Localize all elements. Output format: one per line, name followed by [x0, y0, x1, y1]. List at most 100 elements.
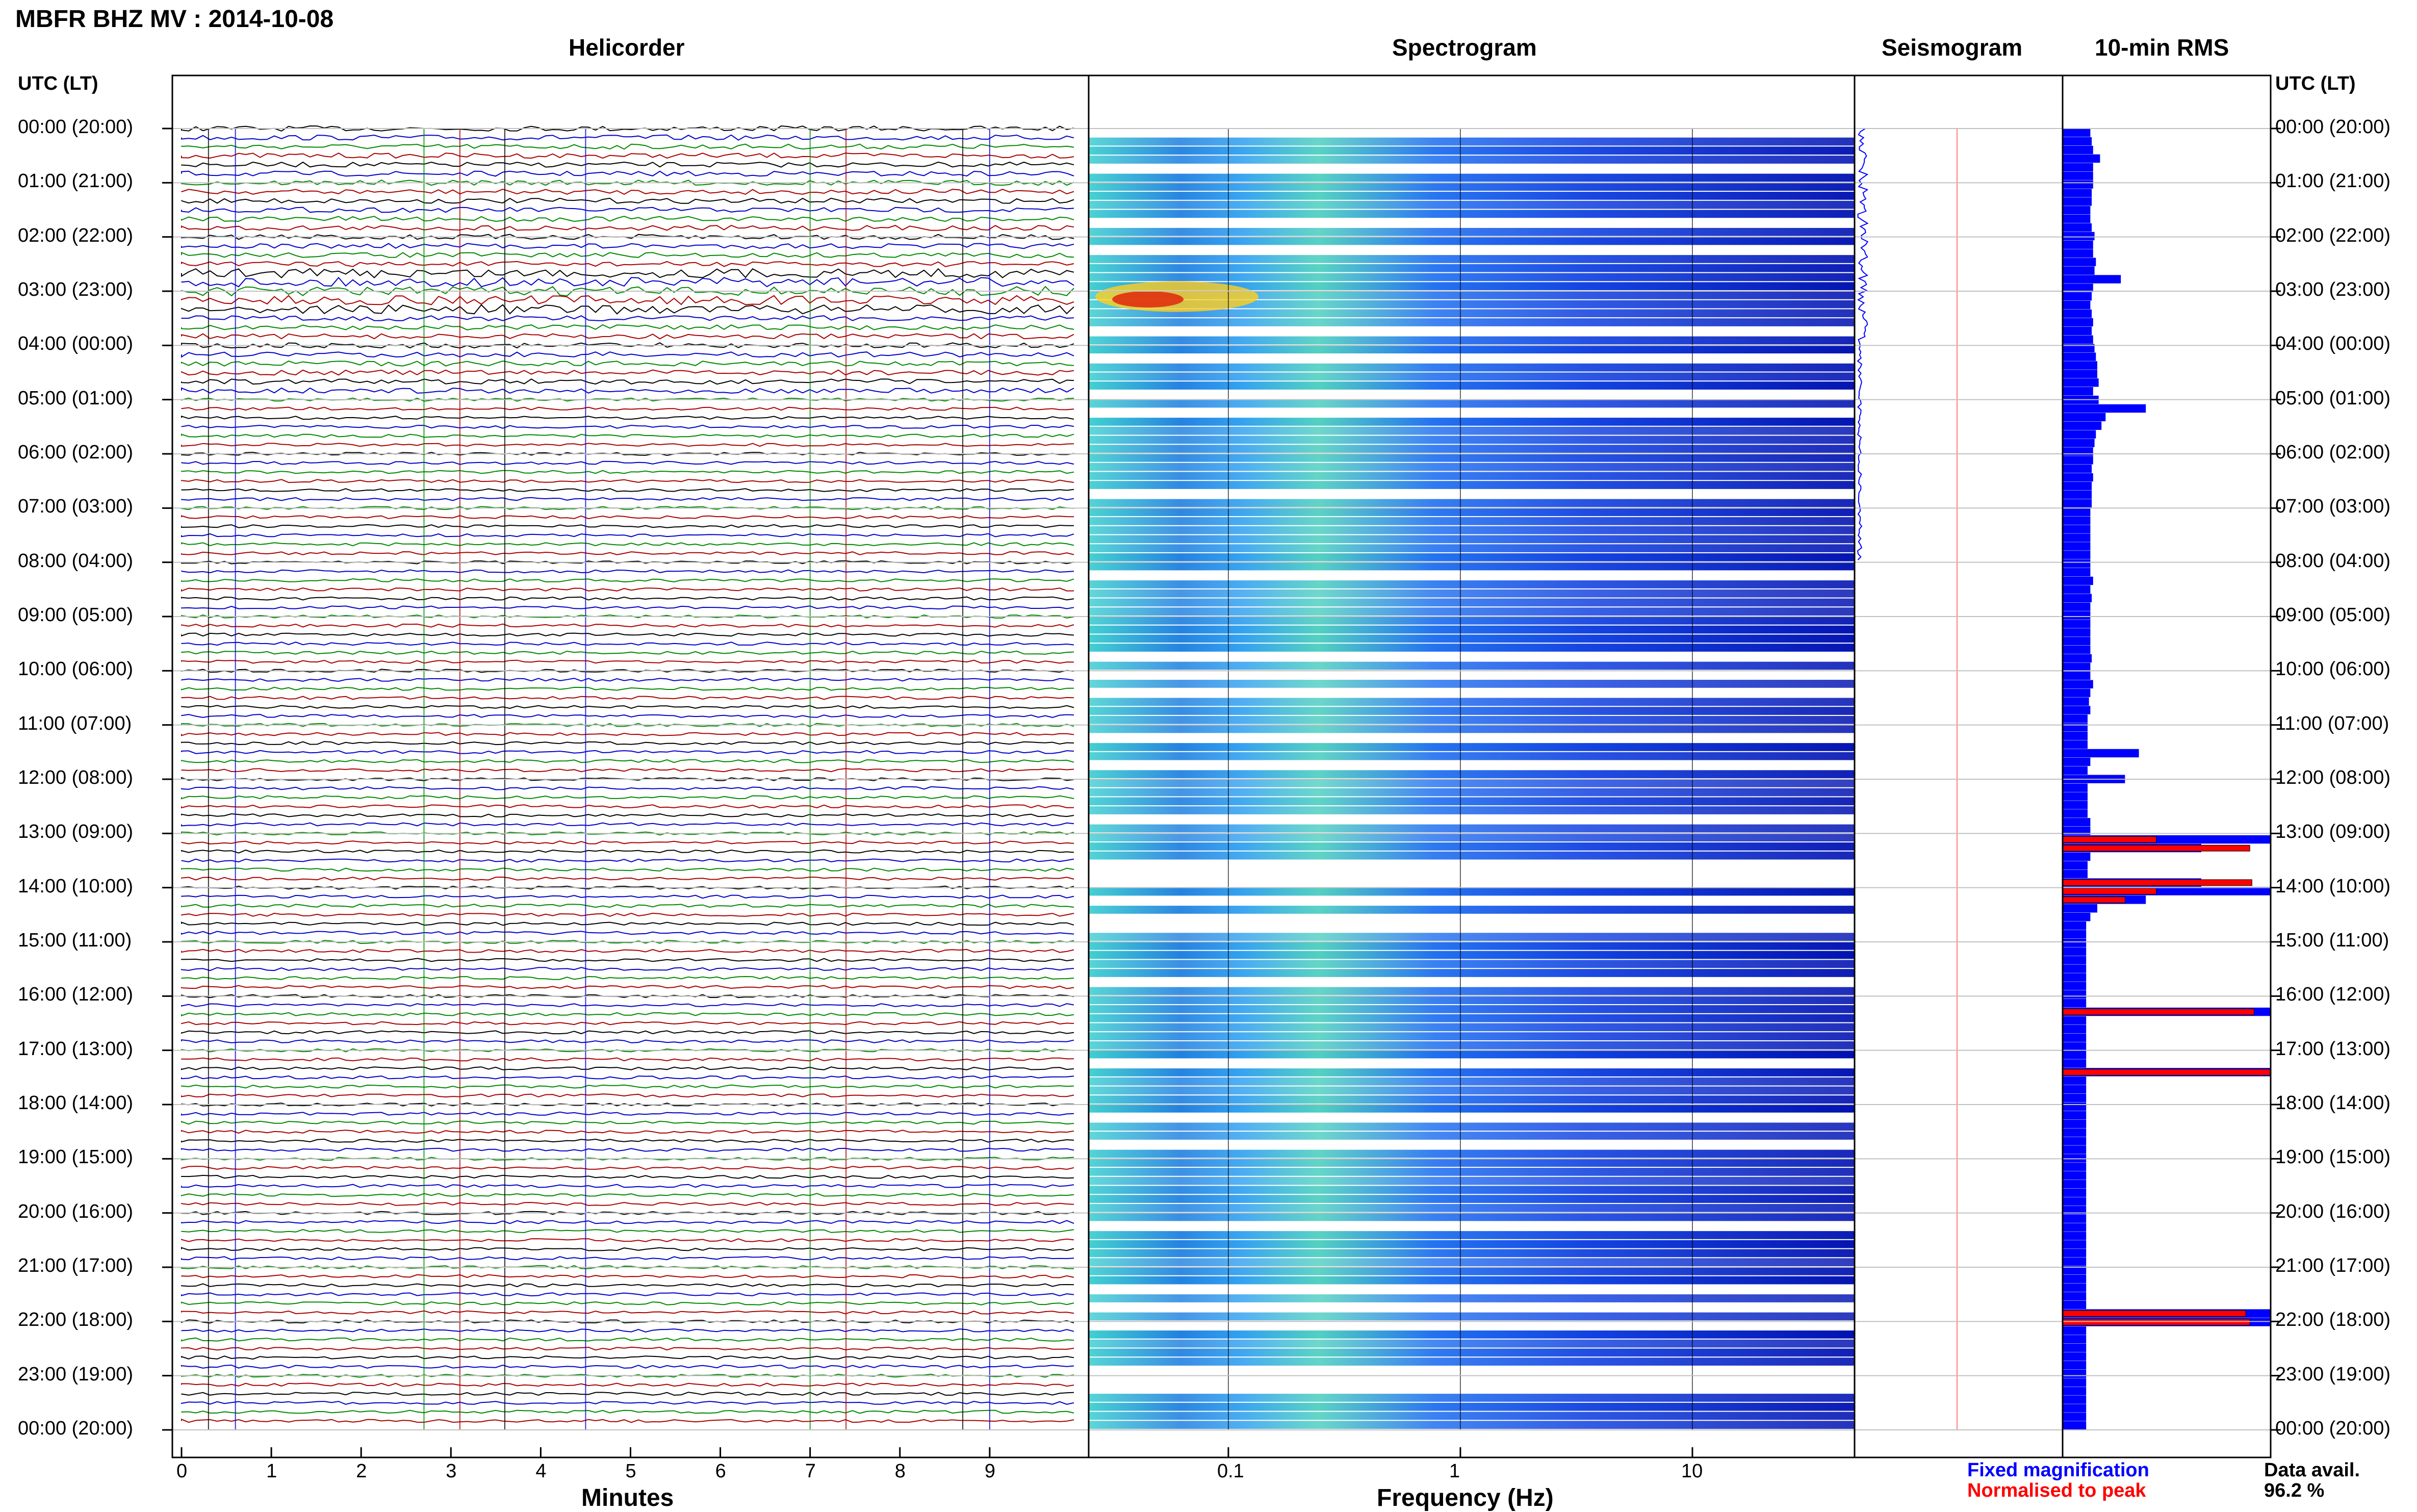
helicorder-trace: [181, 451, 1074, 456]
panel-frame: [2062, 74, 2272, 1458]
spectrogram-row: [1089, 833, 1855, 842]
helicorder-tick-label: 1: [266, 1460, 277, 1482]
helicorder-tick-label: 2: [356, 1460, 367, 1482]
time-label-right: 18:00 (14:00): [2275, 1092, 2391, 1114]
helicorder-xlabel: Minutes: [581, 1484, 674, 1511]
helicorder-trace: [181, 152, 1074, 159]
helicorder-trace: [181, 1057, 1074, 1062]
rms-bar-fixed: [2063, 1335, 2087, 1344]
helicorder-trace: [181, 804, 1074, 809]
time-label-right: 07:00 (03:00): [2275, 496, 2391, 518]
spectrogram-row: [1089, 1402, 1855, 1411]
spectrogram-row: [1089, 418, 1855, 426]
rms-bar-fixed: [2063, 818, 2091, 827]
rms-bar-fixed: [2063, 904, 2097, 913]
rms-bar-fixed: [2063, 1223, 2087, 1232]
helicorder-trace: [181, 443, 1074, 447]
spectrogram-row: [1089, 282, 1855, 290]
rms-bar-fixed: [2063, 1413, 2087, 1421]
spectrogram-row: [1089, 445, 1855, 453]
rms-bar-normalised: [2062, 1310, 2246, 1317]
spectrogram-row: [1089, 1249, 1855, 1258]
rms-bar-fixed: [2063, 137, 2092, 146]
spectrogram-row: [1089, 562, 1855, 571]
spectrogram-row: [1089, 1412, 1855, 1420]
spectrogram-row: [1089, 617, 1855, 625]
rms-bar-fixed: [2063, 189, 2092, 197]
rms-bar-fixed: [2063, 930, 2087, 939]
helicorder-trace: [181, 295, 1074, 305]
rms-bar-fixed: [2063, 447, 2093, 456]
time-label-right: 09:00 (05:00): [2275, 604, 2391, 626]
helicorder-trace: [181, 650, 1074, 655]
spectrogram-row: [1089, 1240, 1855, 1248]
rms-bar-fixed: [2063, 1326, 2087, 1335]
spectrogram-row: [1089, 1330, 1855, 1339]
time-label-left: 07:00 (03:00): [18, 496, 134, 518]
helicorder-trace: [181, 333, 1074, 340]
rms-bar-fixed: [2063, 301, 2091, 310]
helicorder-trace: [181, 669, 1074, 673]
spectrogram-row: [1089, 806, 1855, 814]
helicorder-trace: [181, 876, 1074, 881]
rms-bar-fixed: [2063, 1111, 2087, 1120]
time-label-left: 21:00 (17:00): [18, 1255, 134, 1276]
helicorder-trace: [181, 1346, 1074, 1351]
spectrogram-row: [1089, 300, 1855, 309]
panel-title-seismogram: Seismogram: [1882, 34, 2023, 61]
spectrogram-row: [1089, 1312, 1855, 1321]
helicorder-traces: [181, 125, 1074, 1430]
time-label-left: 04:00 (00:00): [18, 333, 134, 355]
time-label-left: 22:00 (18:00): [18, 1309, 134, 1331]
helicorder-trace: [181, 1283, 1074, 1288]
helicorder-trace: [181, 1229, 1074, 1234]
time-label-left: 00:00 (20:00): [18, 116, 134, 138]
spectrogram-row: [1089, 1339, 1855, 1348]
rms-bar-fixed: [2063, 688, 2091, 697]
spectrogram-row: [1089, 318, 1855, 326]
time-label-right: 01:00 (21:00): [2275, 170, 2391, 192]
axis-header-left: UTC (LT): [18, 73, 98, 94]
helicorder-trace: [181, 360, 1074, 367]
time-label-left: 10:00 (06:00): [18, 658, 134, 680]
spectrogram-row: [1089, 1132, 1855, 1140]
rms-bar-fixed: [2063, 240, 2093, 249]
helicorder-trace: [181, 1364, 1074, 1369]
spectrogram-row: [1089, 309, 1855, 318]
helicorder-trace: [181, 324, 1074, 330]
helicorder-trace: [181, 1066, 1074, 1071]
spectrogram-row: [1089, 715, 1855, 724]
rms-bar-fixed: [2063, 1249, 2087, 1258]
rms-bar-fixed: [2063, 413, 2106, 422]
rms-bar-fixed: [2063, 344, 2095, 352]
rms-bar-fixed: [2063, 1378, 2087, 1387]
rms-bar-fixed: [2063, 266, 2095, 275]
rms-bar-fixed: [2063, 154, 2100, 163]
rms-bar-fixed: [2063, 1188, 2087, 1197]
spectrogram-row: [1089, 1213, 1855, 1221]
time-label-right: 13:00 (09:00): [2275, 821, 2391, 843]
rms-bar-fixed: [2063, 1214, 2087, 1223]
helicorder-trace: [181, 569, 1074, 574]
rms-bar-fixed: [2063, 223, 2092, 232]
rms-bar-fixed: [2063, 1093, 2087, 1103]
panel-title-helicorder: Helicorder: [569, 34, 685, 61]
legend-fixed: Fixed magnification: [1967, 1459, 2149, 1481]
rms-bar-fixed: [2063, 1404, 2087, 1413]
helicorder-trace: [181, 134, 1074, 141]
spectrogram-row: [1089, 1014, 1855, 1022]
rms-bar-normalised: [2062, 888, 2157, 895]
spectrogram-row: [1089, 1023, 1855, 1032]
helicorder-trace: [181, 840, 1074, 844]
rms-bar-fixed: [2063, 352, 2096, 361]
rms-bar-normalised: [2062, 836, 2157, 843]
helicorder-trace: [181, 659, 1074, 664]
rms-bar-fixed: [2063, 809, 2088, 818]
time-label-left: 15:00 (11:00): [18, 930, 132, 951]
rms-bar-fixed: [2063, 740, 2088, 749]
rms-bar-fixed: [2063, 749, 2139, 758]
helicorder-trace: [181, 1238, 1074, 1242]
helicorder-trace: [181, 813, 1074, 817]
rms-bar-fixed: [2063, 326, 2092, 336]
